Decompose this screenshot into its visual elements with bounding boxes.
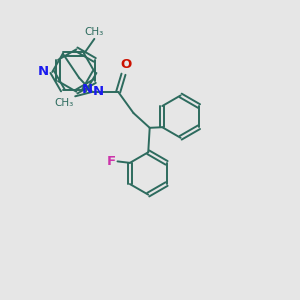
Text: F: F <box>107 155 116 168</box>
Text: CH₃: CH₃ <box>55 98 74 108</box>
Text: N: N <box>38 65 49 79</box>
Text: N: N <box>82 82 93 96</box>
Text: O: O <box>120 58 131 71</box>
Text: CH₃: CH₃ <box>85 26 104 37</box>
Text: N: N <box>93 85 104 98</box>
